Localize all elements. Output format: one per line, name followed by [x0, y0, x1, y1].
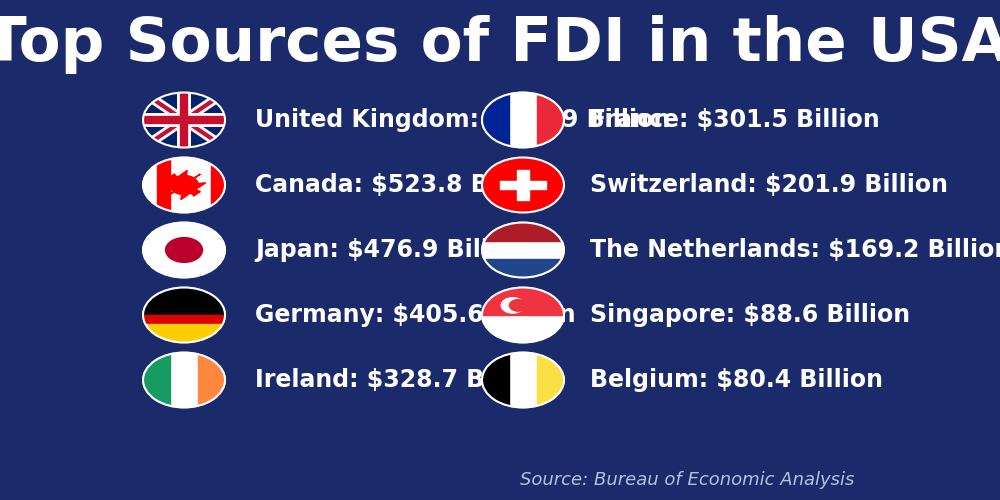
- FancyBboxPatch shape: [143, 314, 225, 324]
- Text: United Kingdom: $614.9 Billion: United Kingdom: $614.9 Billion: [255, 108, 670, 132]
- Circle shape: [143, 92, 225, 148]
- Circle shape: [143, 288, 225, 343]
- Circle shape: [143, 92, 225, 148]
- FancyBboxPatch shape: [157, 158, 170, 212]
- FancyBboxPatch shape: [143, 352, 170, 408]
- Circle shape: [509, 300, 527, 311]
- Text: Canada: $523.8 Billion: Canada: $523.8 Billion: [255, 173, 554, 197]
- Circle shape: [482, 92, 564, 148]
- FancyBboxPatch shape: [143, 324, 225, 342]
- FancyBboxPatch shape: [482, 259, 564, 278]
- Circle shape: [143, 352, 225, 408]
- FancyBboxPatch shape: [482, 92, 509, 148]
- Text: Switzerland: $201.9 Billion: Switzerland: $201.9 Billion: [590, 173, 948, 197]
- FancyBboxPatch shape: [537, 352, 564, 408]
- FancyBboxPatch shape: [482, 222, 564, 241]
- Text: France: $301.5 Billion: France: $301.5 Billion: [590, 108, 880, 132]
- Circle shape: [170, 176, 198, 195]
- FancyBboxPatch shape: [198, 352, 225, 408]
- Text: Germany: $405.6 Billion: Germany: $405.6 Billion: [255, 303, 575, 327]
- FancyBboxPatch shape: [537, 92, 564, 148]
- Polygon shape: [184, 174, 200, 185]
- Circle shape: [143, 92, 225, 148]
- Text: Japan: $476.9 Billion: Japan: $476.9 Billion: [255, 238, 530, 262]
- Circle shape: [482, 158, 564, 212]
- Circle shape: [482, 222, 564, 278]
- FancyBboxPatch shape: [500, 181, 546, 189]
- Circle shape: [143, 158, 225, 212]
- Polygon shape: [184, 183, 206, 187]
- Circle shape: [482, 288, 564, 343]
- Polygon shape: [162, 183, 184, 187]
- Circle shape: [143, 92, 225, 148]
- Circle shape: [143, 158, 225, 212]
- Text: Belgium: $80.4 Billion: Belgium: $80.4 Billion: [590, 368, 883, 392]
- Polygon shape: [168, 185, 184, 196]
- FancyBboxPatch shape: [517, 170, 529, 200]
- Polygon shape: [168, 174, 184, 185]
- Text: Singapore: $88.6 Billion: Singapore: $88.6 Billion: [590, 303, 910, 327]
- Circle shape: [143, 352, 225, 408]
- Text: Ireland: $328.7 Billion: Ireland: $328.7 Billion: [255, 368, 550, 392]
- Circle shape: [482, 352, 564, 408]
- Circle shape: [166, 238, 202, 262]
- Circle shape: [143, 222, 225, 278]
- Circle shape: [143, 288, 225, 343]
- Circle shape: [482, 92, 564, 148]
- Polygon shape: [181, 185, 187, 200]
- Circle shape: [482, 222, 564, 278]
- Circle shape: [482, 352, 564, 408]
- FancyBboxPatch shape: [482, 288, 564, 315]
- Circle shape: [143, 352, 225, 408]
- Circle shape: [143, 92, 225, 148]
- Circle shape: [482, 158, 564, 212]
- Circle shape: [143, 92, 225, 148]
- Circle shape: [482, 288, 564, 343]
- Polygon shape: [184, 185, 200, 196]
- Text: Source: Bureau of Economic Analysis: Source: Bureau of Economic Analysis: [520, 471, 854, 489]
- Circle shape: [143, 158, 225, 212]
- Circle shape: [143, 92, 225, 148]
- FancyBboxPatch shape: [482, 352, 509, 408]
- Circle shape: [143, 288, 225, 343]
- Text: Top Sources of FDI in the USA: Top Sources of FDI in the USA: [0, 16, 1000, 74]
- Circle shape: [482, 352, 564, 408]
- Circle shape: [482, 222, 564, 278]
- FancyBboxPatch shape: [211, 158, 225, 212]
- Circle shape: [482, 158, 564, 212]
- Text: The Netherlands: $169.2 Billion: The Netherlands: $169.2 Billion: [590, 238, 1000, 262]
- Circle shape: [482, 92, 564, 148]
- FancyBboxPatch shape: [143, 288, 225, 315]
- Circle shape: [501, 298, 524, 313]
- Polygon shape: [181, 170, 187, 185]
- Circle shape: [143, 92, 225, 148]
- Circle shape: [143, 92, 225, 148]
- Circle shape: [143, 288, 225, 343]
